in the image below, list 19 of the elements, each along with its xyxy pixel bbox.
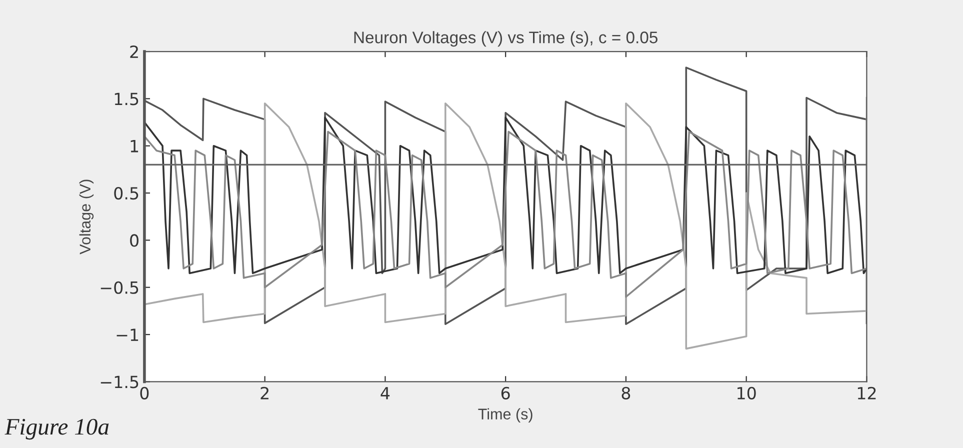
- y-tick-label: 0.5: [114, 186, 138, 200]
- y-tick-label: 2: [130, 45, 138, 58]
- x-tick-label: 6: [501, 386, 510, 400]
- y-tick-label: 1: [130, 140, 138, 152]
- y-axis-title: Voltage (V): [79, 180, 94, 254]
- x-tick-label: 0: [140, 386, 149, 400]
- x-tick-label: 2: [260, 386, 268, 400]
- x-axis-title: Time (s): [478, 408, 532, 422]
- y-tick-label: 1.5: [114, 92, 138, 106]
- x-tick-label: 4: [380, 387, 390, 400]
- y-tick-label: 0: [130, 234, 138, 247]
- caption: Figure 10a: [4, 418, 109, 440]
- y-tick-label: −1.5: [100, 376, 138, 388]
- x-tick-label: 10: [738, 386, 756, 400]
- x-tick-label: 12: [858, 386, 876, 400]
- x-tick-label: 8: [622, 386, 630, 400]
- y-tick-label: −0.5: [100, 281, 138, 294]
- y-tick-label: −1: [116, 328, 138, 341]
- chart-title: Neuron Voltages (V) vs Time (s), c = 0.05: [354, 31, 658, 47]
